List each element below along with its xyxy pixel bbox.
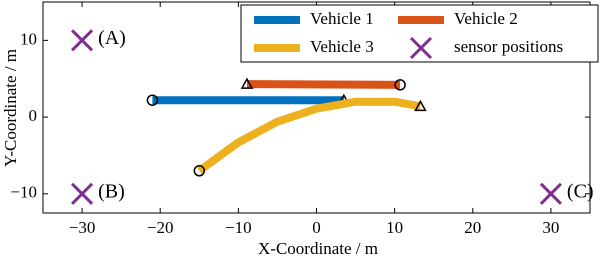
sensor-marker <box>71 29 94 52</box>
end-marker <box>240 77 254 89</box>
end-marker <box>414 99 427 112</box>
legend-label: Vehicle 2 <box>454 9 518 28</box>
start-marker <box>394 79 406 91</box>
start-marker <box>193 165 206 177</box>
y-tick-label: −10 <box>10 183 37 202</box>
legend-label: Vehicle 1 <box>310 9 374 28</box>
x-axis-label: X-Coordinate / m <box>258 239 378 258</box>
sensor-label: (C) <box>567 180 594 202</box>
x-tick-label: −20 <box>147 218 174 237</box>
start-marker <box>146 94 159 106</box>
vehicle-path <box>246 80 401 89</box>
x-tick-label: 0 <box>312 218 321 237</box>
sensor-label: (A) <box>98 27 126 49</box>
legend-box <box>240 4 599 63</box>
legend-label: Vehicle 3 <box>310 37 374 56</box>
vehicle-path <box>196 97 422 175</box>
x-tick-label: 30 <box>542 218 559 237</box>
y-tick-label: 10 <box>20 29 37 48</box>
sensor-marker <box>539 182 562 205</box>
legend-label: sensor positions <box>454 37 563 56</box>
x-tick-label: 20 <box>464 218 481 237</box>
x-tick-label: −30 <box>69 218 96 237</box>
x-tick-label: −10 <box>225 218 252 237</box>
y-axis-label: Y-Coordinate / m <box>1 49 20 167</box>
sensor-marker <box>71 182 94 205</box>
x-tick-label: 10 <box>386 218 403 237</box>
legend-swatch <box>409 36 433 60</box>
sensor-label: (B) <box>98 180 125 202</box>
y-tick-label: 0 <box>29 106 38 125</box>
